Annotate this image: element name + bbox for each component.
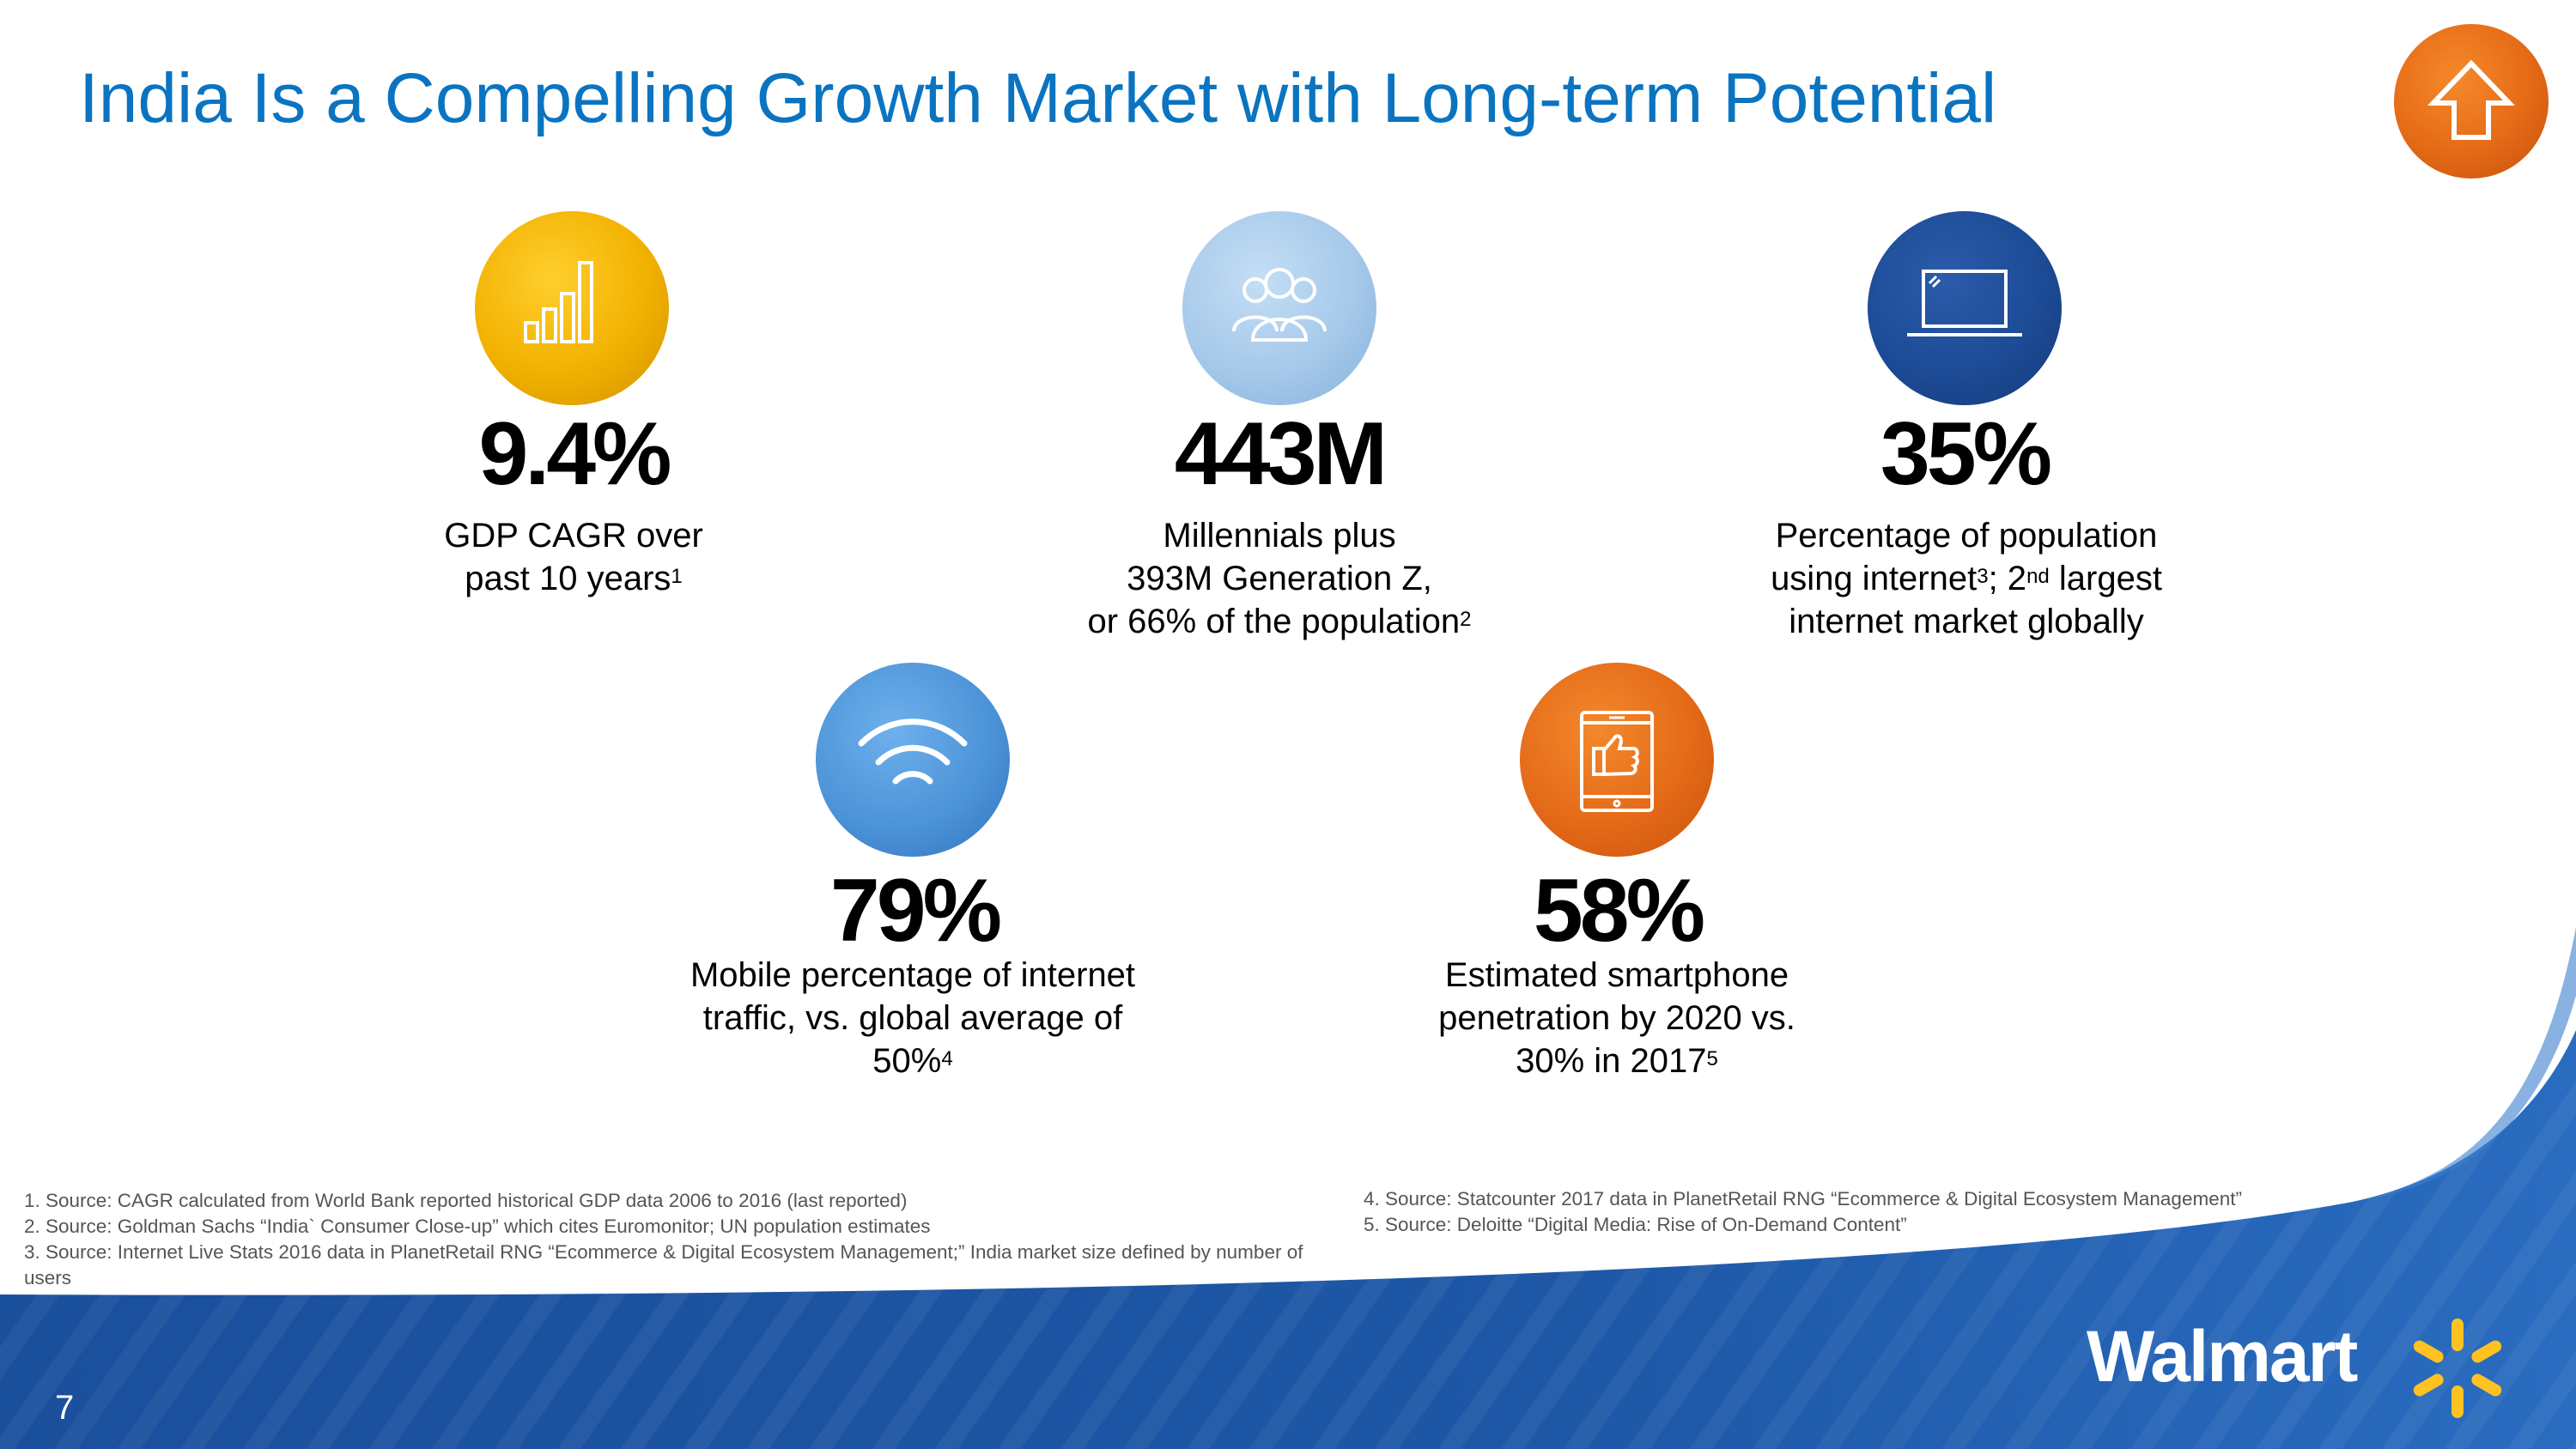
footnote-ref: 5	[1706, 1047, 1718, 1070]
mobile-desc-line: traffic, vs. global average of	[702, 999, 1123, 1037]
internet-desc-line: internet market globally	[1789, 603, 2144, 640]
smartphone-icon-circle	[1520, 663, 1714, 857]
mobile-desc-line: 50%4	[872, 1042, 953, 1080]
internet-desc-line: using internet3; 2nd largest	[1771, 560, 2162, 597]
smartphone-desc-line: penetration by 2020 vs.	[1438, 999, 1795, 1037]
up-button[interactable]	[2394, 24, 2549, 179]
millennials-desc-line: Millennials plus	[1163, 517, 1396, 555]
millennials-description: Millennials plus 393M Generation Z, or 6…	[1030, 514, 1528, 643]
wifi-icon	[858, 718, 968, 785]
gdp-description: GDP CAGR over past 10 years1	[385, 514, 762, 600]
ordinal-suffix: nd	[2026, 565, 2050, 588]
footnote: 5. Source: Deloitte “Digital Media: Rise…	[1364, 1214, 1907, 1235]
gdp-stat-value: 9.4%	[478, 404, 671, 504]
footnote-ref: 4	[941, 1047, 953, 1070]
footnote-ref: 2	[1460, 608, 1472, 631]
gdp-desc-line: past 10 years1	[465, 560, 683, 597]
walmart-spark-icon	[2413, 1319, 2502, 1418]
footnote: 1. Source: CAGR calculated from World Ba…	[24, 1190, 908, 1211]
footnotes-left: 1. Source: CAGR calculated from World Ba…	[24, 1188, 1346, 1291]
footnote: 2. Source: Goldman Sachs “India` Consume…	[24, 1216, 931, 1237]
internet-stat-value: 35%	[1880, 404, 2052, 504]
gdp-desc-line: GDP CAGR over	[444, 517, 703, 555]
internet-desc-line: Percentage of population	[1775, 517, 2158, 555]
millennials-stat-value: 443M	[1174, 404, 1388, 504]
millennials-icon-circle	[1182, 211, 1376, 405]
mobile-description: Mobile percentage of internet traffic, v…	[655, 954, 1170, 1082]
smartphone-description: Estimated smartphone penetration by 2020…	[1368, 954, 1866, 1082]
mobile-stat-value: 79%	[829, 861, 1002, 961]
page-number: 7	[55, 1389, 75, 1427]
smartphone-stat-value: 58%	[1533, 861, 1705, 961]
smartphone-thumbs-up-icon	[1580, 711, 1654, 812]
millennials-desc-line: or 66% of the population2	[1087, 603, 1472, 640]
footnote: 3. Source: Internet Live Stats 2016 data…	[24, 1241, 1303, 1288]
mobile-icon-circle	[816, 663, 1010, 857]
footnotes-right: 4. Source: Statcounter 2017 data in Plan…	[1364, 1186, 2394, 1238]
millennials-desc-line: 393M Generation Z,	[1127, 560, 1432, 597]
smartphone-desc-line: 30% in 20175	[1516, 1042, 1718, 1080]
footnote-ref: 1	[671, 565, 683, 588]
internet-icon-circle	[1868, 211, 2062, 405]
people-group-icon	[1232, 268, 1327, 342]
gdp-icon-circle	[475, 211, 669, 405]
arrow-up-icon	[2427, 59, 2516, 140]
laptop-icon	[1907, 270, 2022, 336]
smartphone-desc-line: Estimated smartphone	[1444, 956, 1789, 994]
mobile-desc-line: Mobile percentage of internet	[690, 956, 1136, 994]
footnote: 4. Source: Statcounter 2017 data in Plan…	[1364, 1188, 2242, 1210]
bar-chart-icon	[524, 261, 593, 343]
internet-description: Percentage of population using internet3…	[1717, 514, 2215, 643]
walmart-wordmark: Walmart	[2087, 1316, 2358, 1397]
footnote-ref: 3	[1977, 565, 1989, 588]
page-title: India Is a Compelling Growth Market with…	[79, 59, 1997, 137]
